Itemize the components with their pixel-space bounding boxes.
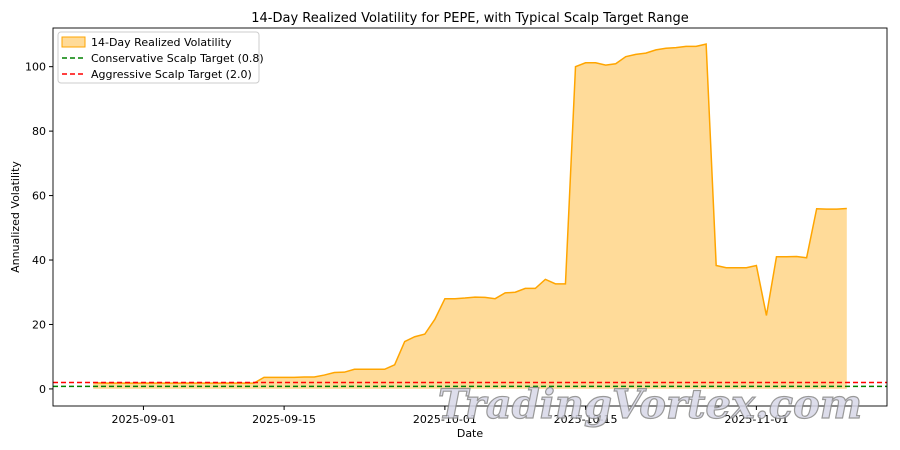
y-tick-label: 20 xyxy=(32,318,46,331)
legend-swatch-volatility xyxy=(61,36,86,48)
x-tick-label: 2025-09-01 xyxy=(111,413,175,426)
x-tick-label: 2025-10-01 xyxy=(413,413,477,426)
y-tick-label: 60 xyxy=(32,190,46,203)
y-axis-label: Annualized Volatility xyxy=(9,161,22,273)
x-tick-label: 2025-10-15 xyxy=(554,413,618,426)
plot-area xyxy=(53,43,887,389)
y-tick-label: 80 xyxy=(32,125,46,138)
legend-label-volatility: 14-Day Realized Volatility xyxy=(91,36,232,49)
y-tick-label: 100 xyxy=(25,61,46,74)
y-tick-label: 40 xyxy=(32,254,46,267)
volatility-area xyxy=(93,44,847,389)
x-axis-label: Date xyxy=(457,427,484,440)
legend: 14-Day Realized Volatility Conservative … xyxy=(57,31,264,84)
y-tick-label: 0 xyxy=(39,383,46,396)
legend-label-aggressive: Aggressive Scalp Target (2.0) xyxy=(91,68,252,81)
volatility-line xyxy=(93,43,847,384)
watermark-logo: TradingVortex.com xyxy=(438,381,862,428)
axis-ticks: 0 20 40 60 80 100 2025-09-01 2025-09-15 2025-10-… xyxy=(25,61,788,426)
x-tick-label: 2025-09-15 xyxy=(252,413,316,426)
chart-title: 14-Day Realized Volatility for PEPE, wit… xyxy=(251,11,689,26)
x-tick-label: 2025-11-01 xyxy=(724,413,788,426)
legend-box xyxy=(57,31,260,84)
axes-frame xyxy=(52,27,888,407)
legend-label-conservative: Conservative Scalp Target (0.8) xyxy=(91,52,264,65)
